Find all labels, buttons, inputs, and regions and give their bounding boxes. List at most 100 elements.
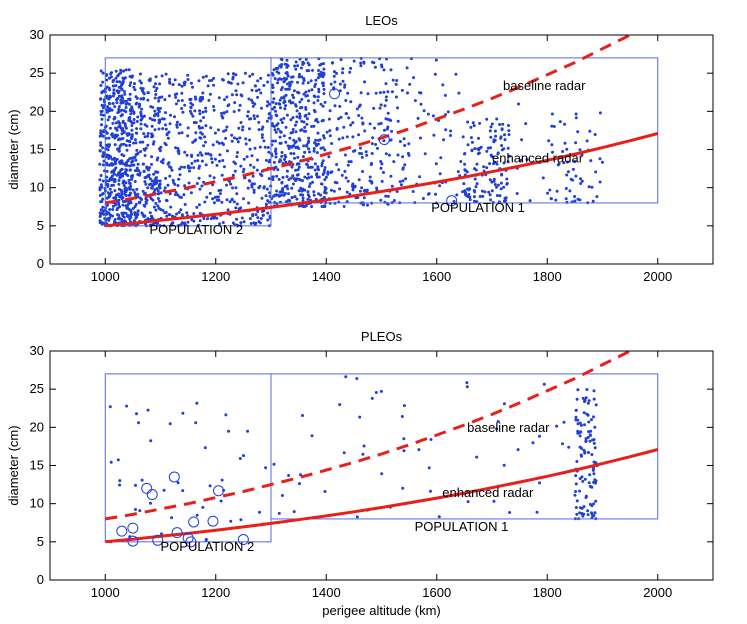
data-point: [212, 108, 216, 112]
data-point: [189, 191, 193, 195]
data-point: [423, 152, 427, 156]
data-point: [115, 89, 119, 93]
data-point: [344, 176, 348, 180]
data-point: [496, 152, 500, 156]
circled-point: [146, 489, 158, 501]
data-point: [326, 170, 330, 174]
data-point: [307, 63, 311, 67]
data-point: [246, 429, 250, 433]
data-point: [592, 415, 595, 419]
data-point: [152, 182, 156, 185]
data-point: [105, 131, 109, 135]
data-point: [299, 66, 303, 70]
data-point: [291, 128, 295, 131]
data-point: [127, 178, 131, 182]
data-point: [592, 502, 596, 506]
data-point: [99, 200, 103, 204]
data-point: [555, 424, 559, 428]
data-point: [158, 199, 161, 203]
data-point: [490, 189, 494, 193]
data-point: [180, 91, 184, 95]
data-point: [157, 183, 161, 187]
data-point: [578, 489, 582, 493]
data-point: [386, 125, 390, 129]
data-point: [461, 190, 464, 194]
data-point: [587, 430, 591, 434]
data-point: [123, 192, 127, 196]
data-point: [337, 168, 341, 172]
data-point: [157, 99, 161, 103]
data-point: [598, 180, 602, 184]
data-point: [171, 221, 175, 225]
data-point: [292, 138, 296, 142]
data-point: [173, 78, 177, 82]
data-point: [357, 133, 361, 137]
data-point: [110, 157, 114, 161]
data-point: [229, 519, 233, 523]
data-point: [100, 211, 104, 215]
data-point: [564, 197, 568, 201]
data-point: [386, 194, 390, 198]
data-point: [290, 196, 294, 200]
data-point: [361, 122, 365, 126]
data-point: [418, 175, 422, 179]
data-point: [148, 166, 151, 170]
data-point: [154, 170, 158, 174]
data-point: [443, 93, 447, 97]
data-point: [235, 155, 239, 159]
data-point: [257, 88, 261, 92]
data-point: [310, 434, 314, 438]
data-point: [329, 171, 333, 175]
data-point: [285, 65, 289, 69]
data-point: [271, 175, 275, 179]
data-point: [156, 112, 160, 116]
data-point: [136, 195, 140, 199]
data-point: [150, 124, 154, 128]
data-point: [370, 396, 374, 400]
data-point: [260, 127, 264, 131]
data-point: [312, 124, 316, 128]
data-point: [281, 175, 285, 179]
data-point: [259, 91, 263, 95]
data-point: [135, 120, 139, 123]
data-point: [135, 131, 139, 135]
data-point: [113, 168, 117, 172]
data-point: [186, 220, 190, 224]
baseline-radar-label: baseline radar: [503, 78, 586, 93]
data-point: [321, 159, 325, 163]
data-point: [191, 85, 194, 89]
data-point: [316, 131, 320, 135]
data-point: [310, 205, 314, 209]
data-point: [344, 99, 348, 102]
data-point: [276, 168, 280, 172]
data-point: [168, 192, 172, 196]
circled-point: [171, 527, 183, 539]
data-point: [291, 174, 295, 178]
data-point: [278, 130, 282, 133]
data-point: [485, 166, 489, 170]
data-point: [380, 162, 384, 166]
data-point: [454, 72, 458, 76]
data-point: [196, 159, 200, 163]
data-point: [332, 189, 336, 193]
data-point: [574, 474, 578, 478]
data-point: [146, 98, 150, 102]
data-point: [561, 442, 564, 446]
data-point: [128, 182, 132, 186]
data-point: [301, 196, 305, 200]
data-point: [313, 162, 317, 166]
data-point: [238, 457, 242, 460]
data-point: [280, 151, 284, 154]
data-point: [111, 84, 115, 88]
data-point: [209, 217, 213, 221]
data-point: [231, 77, 235, 81]
data-point: [105, 169, 109, 173]
data-point: [295, 109, 299, 113]
data-point: [204, 140, 207, 144]
data-point: [588, 439, 592, 443]
data-point: [166, 183, 170, 187]
data-point: [383, 128, 386, 132]
data-point: [274, 130, 278, 134]
data-point: [164, 72, 168, 76]
data-point: [574, 141, 578, 145]
